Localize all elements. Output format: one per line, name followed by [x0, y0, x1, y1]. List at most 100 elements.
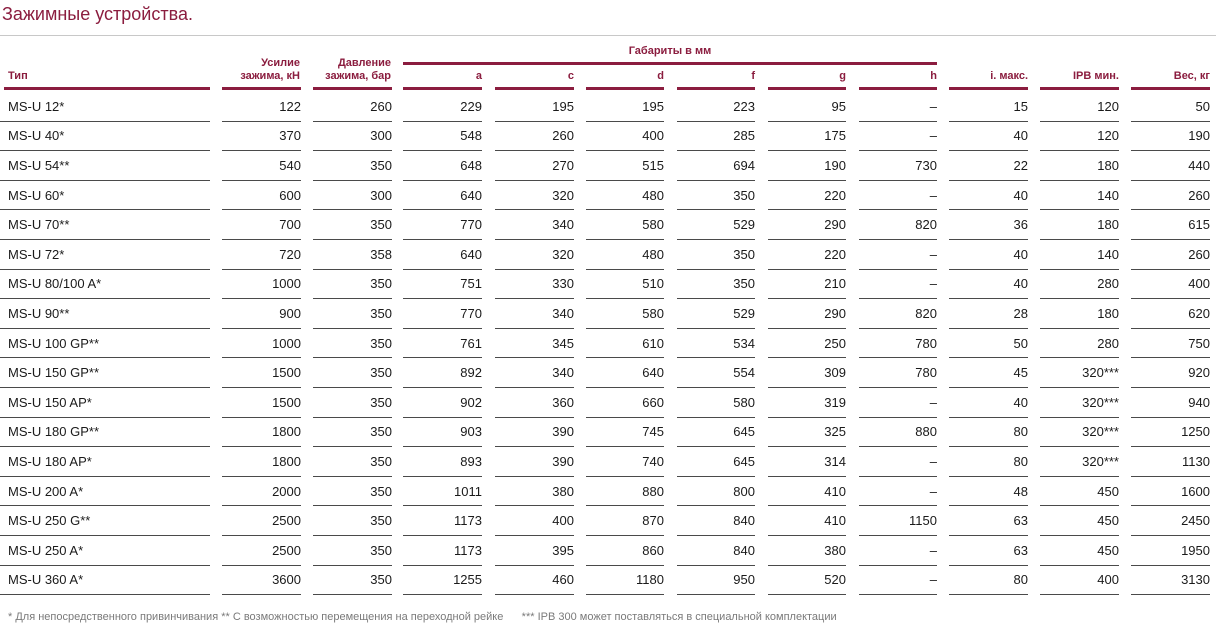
table-row: MS-U 60* 600 300 640 320 480 350 220–40 140 260 — [0, 181, 1210, 211]
cell-c: 390 — [495, 447, 574, 477]
cell-d: 1180 — [586, 566, 664, 596]
cell-f: 694 — [677, 151, 755, 181]
cell-gap — [301, 181, 313, 211]
cell-ipb-min: 400 — [1040, 566, 1119, 596]
cell-a: 1011 — [403, 477, 482, 507]
table-row: MS-U 150 GP** 1500 350 892 340 640 554 309 780 45… — [0, 358, 1210, 388]
cell-gap — [937, 566, 949, 596]
cell-gap — [846, 566, 859, 596]
cell-gap — [937, 447, 949, 477]
cell-gap — [574, 506, 586, 536]
cell-weight: 1130 — [1131, 447, 1210, 477]
cell-gap — [210, 151, 222, 181]
cell-f: 840 — [677, 536, 755, 566]
cell-gap — [301, 506, 313, 536]
cell-gap — [574, 536, 586, 566]
top-divider — [0, 35, 1216, 36]
cell-gap — [755, 270, 768, 300]
cell-gap — [1028, 536, 1040, 566]
cell-gap — [1028, 447, 1040, 477]
cell-c: 195 — [495, 92, 574, 122]
cell-gap — [301, 358, 313, 388]
cell-force: 2500 — [222, 506, 301, 536]
cell-gap — [1028, 299, 1040, 329]
cell-gap — [210, 506, 222, 536]
cell-force: 1000 — [222, 270, 301, 300]
cell-gap — [755, 210, 768, 240]
cell-gap — [937, 329, 949, 359]
cell-d: 580 — [586, 299, 664, 329]
cell-gap — [482, 536, 495, 566]
cell-d: 580 — [586, 210, 664, 240]
cell-gap — [846, 210, 859, 240]
cell-gap — [210, 240, 222, 270]
cell-gap — [392, 418, 403, 448]
cell-gap — [1119, 477, 1131, 507]
cell-gap — [1028, 181, 1040, 211]
table-row: MS-U 100 GP** 1000 350 761 345 610 534 250 780 50… — [0, 329, 1210, 359]
table-row: MS-U 200 A* 2000 350 1011 380 880 800 410–48 450… — [0, 477, 1210, 507]
cell-gap — [301, 418, 313, 448]
cell-gap — [664, 566, 677, 596]
cell-type: MS-U 72* — [0, 240, 210, 270]
cell-gap — [846, 536, 859, 566]
cell-gap — [392, 240, 403, 270]
header-pressure-line1: Давление — [337, 57, 391, 69]
cell-f: 350 — [677, 240, 755, 270]
cell-type: MS-U 360 A* — [0, 566, 210, 596]
cell-pressure: 350 — [313, 447, 392, 477]
cell-gap — [937, 506, 949, 536]
cell-i-max: 45 — [949, 358, 1028, 388]
cell-gap — [482, 181, 495, 211]
cell-gap — [664, 240, 677, 270]
cell-gap — [301, 270, 313, 300]
cell-h: 780 — [859, 329, 937, 359]
cell-gap — [392, 536, 403, 566]
header-a: a — [475, 70, 482, 82]
cell-c: 320 — [495, 181, 574, 211]
cell-f: 840 — [677, 506, 755, 536]
cell-type: MS-U 250 A* — [0, 536, 210, 566]
cell-force: 720 — [222, 240, 301, 270]
cell-i-max: 63 — [949, 536, 1028, 566]
cell-gap — [574, 447, 586, 477]
cell-d: 660 — [586, 388, 664, 418]
cell-g: 520 — [768, 566, 846, 596]
header-h: h — [930, 70, 937, 82]
cell-weight: 2450 — [1131, 506, 1210, 536]
cell-gap — [482, 506, 495, 536]
cell-gap — [1028, 418, 1040, 448]
header-force-line1: Усилие — [261, 57, 300, 69]
cell-gap — [755, 151, 768, 181]
cell-gap — [210, 566, 222, 596]
cell-gap — [1028, 329, 1040, 359]
cell-gap — [846, 240, 859, 270]
cell-gap — [755, 329, 768, 359]
cell-pressure: 350 — [313, 477, 392, 507]
cell-gap — [210, 270, 222, 300]
cell-gap — [574, 388, 586, 418]
cell-gap — [574, 210, 586, 240]
cell-c: 340 — [495, 210, 574, 240]
header-bar-g — [768, 87, 846, 90]
cell-gap — [574, 151, 586, 181]
cell-h: – — [859, 388, 937, 418]
cell-type: MS-U 70** — [0, 210, 210, 240]
cell-g: 250 — [768, 329, 846, 359]
cell-d: 740 — [586, 447, 664, 477]
cell-d: 860 — [586, 536, 664, 566]
cell-gap — [664, 329, 677, 359]
cell-force: 540 — [222, 151, 301, 181]
header-c: c — [567, 70, 574, 82]
cell-type: MS-U 250 G** — [0, 506, 210, 536]
cell-g: 290 — [768, 299, 846, 329]
cell-gap — [1028, 358, 1040, 388]
cell-gap — [392, 358, 403, 388]
cell-gap — [301, 329, 313, 359]
cell-gap — [846, 358, 859, 388]
cell-f: 350 — [677, 181, 755, 211]
cell-a: 770 — [403, 210, 482, 240]
cell-h: – — [859, 566, 937, 596]
cell-pressure: 350 — [313, 388, 392, 418]
cell-gap — [1028, 477, 1040, 507]
